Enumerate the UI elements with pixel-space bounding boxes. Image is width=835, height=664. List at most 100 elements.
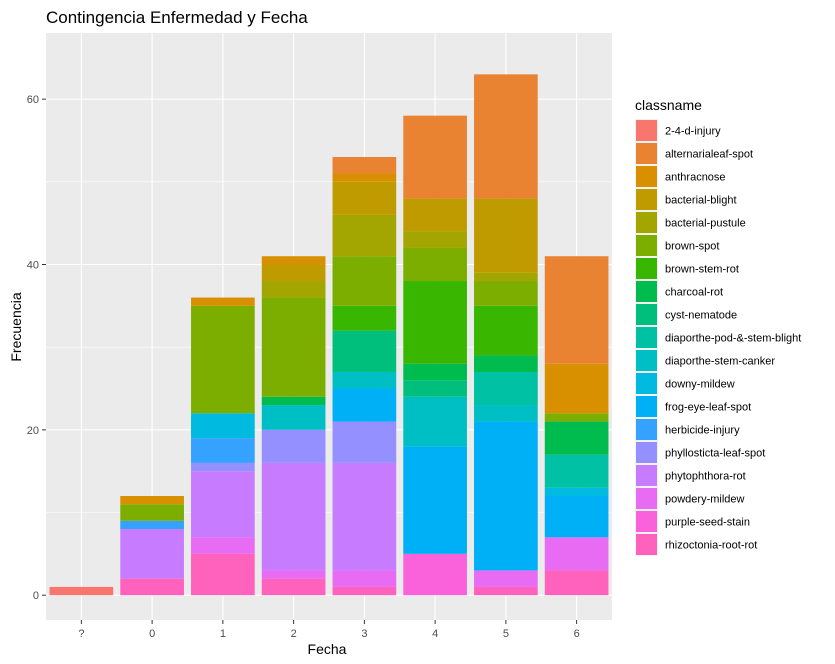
- legend-swatch: [636, 534, 657, 555]
- bar-segment-brown-stem-rot-4: [403, 281, 467, 364]
- bar-segment-bacterial-blight-4: [403, 198, 467, 232]
- bar-segment-phytophthora-rot-0: [120, 529, 184, 579]
- bar-segment-bacterial-blight-2: [261, 264, 326, 282]
- bar-segment-diaporthe-stem-canker-2: [261, 405, 326, 430]
- bar-segment-anthracnose-1: [191, 297, 255, 306]
- bar-segment-brown-spot-6: [544, 413, 609, 422]
- bar-segment-diaporthe-stem-canker-3: [332, 371, 397, 389]
- y-tick-label: 40: [27, 259, 39, 271]
- bar-segment-charcoal-rot-2: [261, 396, 326, 406]
- x-tick-label: 1: [220, 628, 226, 640]
- bar-segment-alternarialeaf-spot-4: [403, 115, 467, 199]
- legend-label: bacterial-pustule: [665, 218, 746, 230]
- bar-segment-downy-mildew-6: [544, 487, 609, 496]
- legend-label: phyllosticta-leaf-spot: [665, 448, 765, 460]
- legend-label: purple-seed-stain: [665, 517, 750, 529]
- bar-segment-bacterial-blight-3: [332, 181, 397, 215]
- bar-segment-diaporthe-pod-stem-blight-6: [544, 454, 609, 488]
- x-tick-label: ?: [78, 628, 84, 640]
- legend-swatch: [636, 120, 657, 141]
- x-tick-label: 0: [149, 628, 155, 640]
- legend-swatch: [636, 419, 657, 440]
- y-axis-title: Frecuencia: [8, 292, 24, 361]
- legend-swatch: [636, 327, 657, 348]
- bar-segment-alternarialeaf-spot-6: [544, 256, 609, 364]
- bar-segment-anthracnose-6: [544, 363, 609, 414]
- legend-swatch: [636, 258, 657, 279]
- bar-segment-powdery-mildew-3: [332, 570, 397, 587]
- legend-label: herbicide-injury: [665, 425, 740, 437]
- bar-segment-rhizoctonia-root-rot-1: [191, 553, 255, 596]
- legend-swatch: [636, 373, 657, 394]
- bar-segment-herbicide-injury-0: [120, 520, 184, 530]
- bar-segment-brown-spot-3: [332, 256, 397, 306]
- bar-segment-frog-eye-leaf-spot-3: [332, 388, 397, 422]
- bar-segment-cyst-nematode-3: [332, 330, 397, 372]
- legend-swatch: [636, 465, 657, 486]
- bar-segment-powdery-mildew-5: [474, 570, 538, 587]
- bar-segment-rhizoctonia-root-rot-2: [261, 578, 326, 596]
- legend-label: downy-mildew: [665, 379, 735, 391]
- bar-segment-bacterial-pustule-2: [261, 281, 326, 298]
- x-tick-label: 3: [361, 628, 367, 640]
- legend-swatch: [636, 281, 657, 302]
- bar-segment-downy-mildew-1: [191, 413, 255, 439]
- bar-segment-brown-stem-rot-3: [332, 305, 397, 331]
- bar-segment-rhizoctonia-root-rot-6: [544, 570, 609, 596]
- bar-segment-powdery-mildew-2: [261, 570, 326, 579]
- legend-swatch: [636, 235, 657, 256]
- bar-segment-anthracnose-0: [120, 495, 184, 505]
- bar-segment-brown-spot-4: [403, 247, 467, 282]
- legend: classname 2-4-d-injury alternarialeaf-spo…: [635, 97, 801, 556]
- legend-label: anthracnose: [665, 172, 726, 184]
- legend-label: bacterial-blight: [665, 195, 737, 207]
- legend-label: alternarialeaf-spot: [665, 149, 753, 161]
- bar-segment-charcoal-rot-5: [474, 355, 538, 372]
- legend-swatch: [636, 166, 657, 187]
- y-tick-label: 20: [27, 425, 39, 437]
- chart-title: Contingencia Enfermedad y Fecha: [46, 8, 308, 27]
- bar-segment-bacterial-pustule-5: [474, 272, 538, 282]
- legend-swatch: [636, 189, 657, 210]
- legend-label: cyst-nematode: [665, 310, 737, 322]
- bar-segment-brown-stem-rot-5: [474, 305, 538, 356]
- legend-label: 2-4-d-injury: [665, 126, 721, 138]
- bar-segment-brown-spot-5: [474, 281, 538, 306]
- legend-label: brown-spot: [665, 241, 719, 253]
- legend-label: frog-eye-leaf-spot: [665, 402, 751, 414]
- legend-swatch: [636, 143, 657, 164]
- x-tick-label: 2: [291, 628, 297, 640]
- bar-segment-bacterial-blight-5: [474, 198, 538, 273]
- bar-segment-powdery-mildew-6: [544, 537, 609, 571]
- legend-swatch: [636, 488, 657, 509]
- legend-label: charcoal-rot: [665, 287, 723, 299]
- bar-segment-brown-spot-1: [191, 305, 255, 414]
- legend-swatch: [636, 304, 657, 325]
- legend-label: phytophthora-rot: [665, 471, 746, 483]
- bar-segment-alternarialeaf-spot-3: [332, 157, 397, 174]
- bar-segment-purple-seed-stain-4: [403, 553, 467, 596]
- bar-segment-bacterial-pustule-4: [403, 231, 467, 248]
- bar-segment-powdery-mildew-1: [191, 537, 255, 554]
- bar-segment-rhizoctonia-root-rot-5: [474, 586, 538, 596]
- bar-segment-phyllosticta-leaf-spot-3: [332, 421, 397, 463]
- bar-segment-charcoal-rot-4: [403, 363, 467, 381]
- bar-segment-anthracnose-3: [332, 173, 397, 182]
- bar-segment-anthracnose-2: [261, 256, 326, 265]
- legend-label: diaporthe-pod-&-stem-blight: [665, 333, 801, 345]
- bar-segment-frog-eye-leaf-spot-5: [474, 421, 538, 571]
- bar-segment-phytophthora-rot-1: [191, 471, 255, 538]
- y-axis: 0 20 40 60: [27, 94, 46, 602]
- x-tick-label: 5: [503, 628, 509, 640]
- bar-segment-phyllosticta-leaf-spot-1: [191, 462, 255, 472]
- bar-segment-frog-eye-leaf-spot-6: [544, 495, 609, 538]
- bar-segment-phytophthora-rot-2: [261, 462, 326, 571]
- legend-swatch: [636, 511, 657, 532]
- legend-swatch: [636, 350, 657, 371]
- x-axis: ? 0 1 2 3 4 5 6: [78, 620, 580, 640]
- bar-segment-phyllosticta-leaf-spot-2: [261, 429, 326, 463]
- bar-segment-diaporthe-pod-stem-blight-5: [474, 371, 538, 406]
- bar-segment-cyst-nematode-4: [403, 380, 467, 397]
- bar-segment-2-4-d-injury-unknown: [49, 586, 114, 596]
